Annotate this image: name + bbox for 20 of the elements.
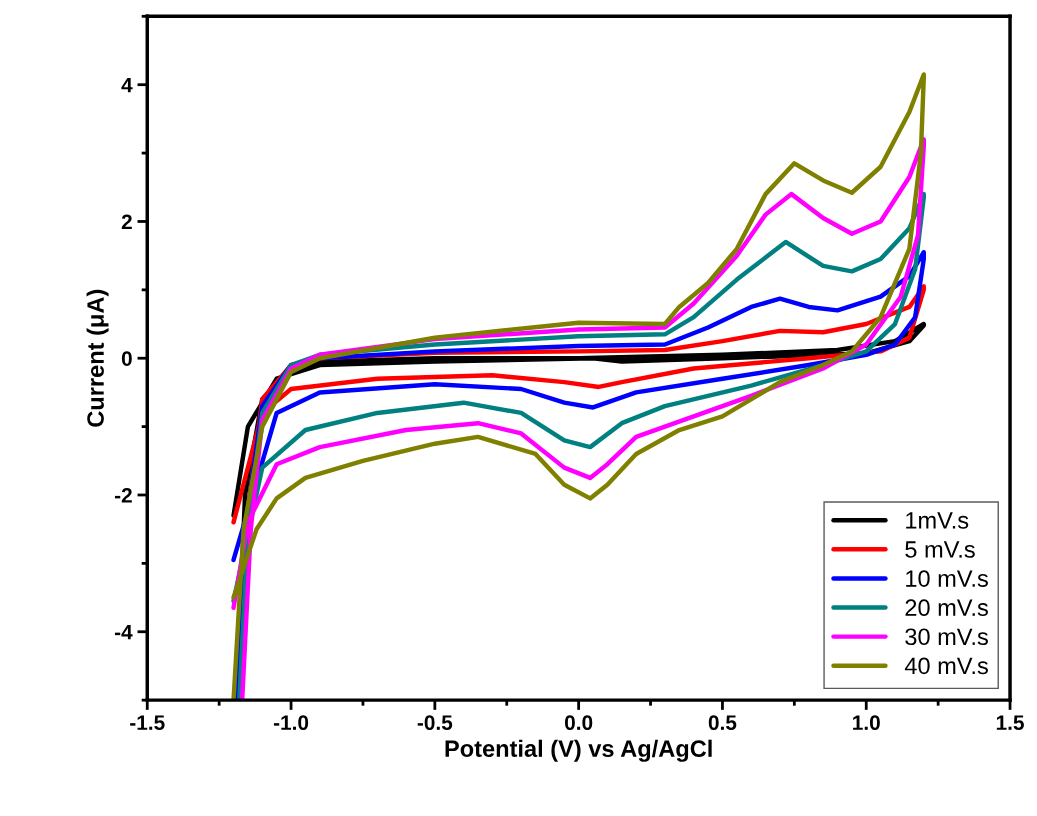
legend-label: 40 mV.s bbox=[904, 657, 988, 675]
legend-label: 1mV.s bbox=[906, 512, 969, 529]
legend-label: 10 mV.s bbox=[906, 570, 988, 587]
y-tick-label: -4 bbox=[114, 624, 133, 640]
legend-label: 20 mV.s bbox=[905, 599, 988, 617]
x-tick-label: -1.5 bbox=[130, 715, 165, 731]
y-tick-label: -2 bbox=[114, 487, 132, 503]
x-tick-label: 0.0 bbox=[564, 715, 593, 731]
y-axis-title: Current (μA) bbox=[86, 289, 109, 427]
y-tick-label: 4 bbox=[121, 77, 133, 93]
y-tick-label: 0 bbox=[121, 351, 132, 366]
x-axis-title: Potential (V) vs Ag/AgCl bbox=[445, 739, 712, 762]
x-tick-label: -0.5 bbox=[417, 715, 453, 731]
legend-label: 5 mV.s bbox=[905, 541, 975, 558]
x-tick-label: 0.5 bbox=[708, 715, 737, 731]
x-tick-label: -1.0 bbox=[273, 715, 309, 731]
legend-label: 30 mV.s bbox=[905, 628, 988, 646]
y-tick-label: 2 bbox=[121, 214, 132, 230]
x-tick-label: 1.5 bbox=[996, 715, 1024, 731]
x-tick-label: 1.0 bbox=[853, 715, 880, 731]
